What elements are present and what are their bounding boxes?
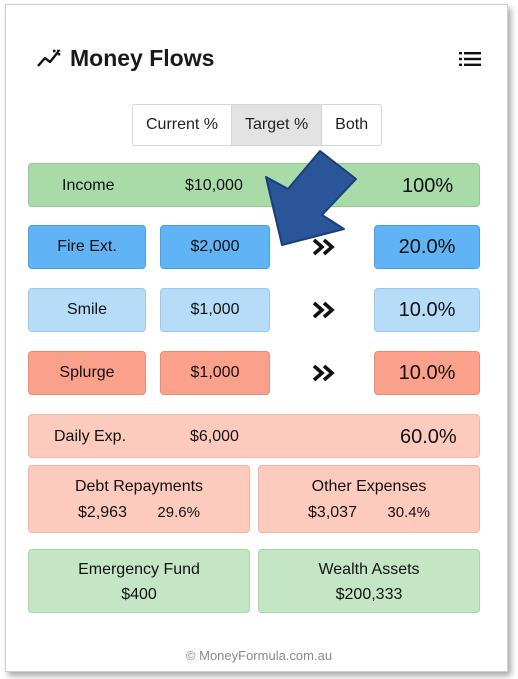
- daily-exp-label: Daily Exp.: [54, 428, 127, 445]
- debt-repayments-values: $2,963 29.6%: [29, 504, 249, 522]
- list-menu-icon[interactable]: [459, 52, 481, 66]
- trend-line-icon: [37, 49, 61, 67]
- debt-repayments-percent: 29.6%: [157, 504, 200, 521]
- smile-amount-box[interactable]: $1,000: [160, 288, 270, 332]
- daily-exp-amount: $6,000: [190, 428, 239, 445]
- double-chevron-right-icon: [312, 238, 335, 256]
- fire-ext-label-box[interactable]: Fire Ext.: [28, 225, 146, 269]
- splurge-percent-box[interactable]: 10.0%: [374, 351, 480, 395]
- splurge-percent: 10.0%: [398, 361, 456, 384]
- daily-exp-row[interactable]: Daily Exp. $6,000 60.0%: [28, 414, 480, 458]
- view-toggle: Current % Target % Both: [132, 104, 383, 146]
- other-expenses-box[interactable]: Other Expenses $3,037 30.4%: [258, 465, 480, 533]
- splurge-amount: $1,000: [190, 364, 240, 381]
- double-chevron-right-icon: [312, 364, 335, 382]
- emergency-fund-box[interactable]: Emergency Fund $400: [28, 549, 250, 613]
- income-row[interactable]: Income $10,000 100%: [28, 163, 480, 207]
- page-title: Money Flows: [70, 44, 215, 71]
- splurge-amount-box[interactable]: $1,000: [160, 351, 270, 395]
- wealth-assets-box[interactable]: Wealth Assets $200,333: [258, 549, 480, 613]
- smile-amount: $1,000: [190, 301, 240, 318]
- annotation-arrow-icon: [265, 150, 357, 246]
- emergency-fund-label: Emergency Fund: [78, 561, 200, 578]
- smile-label-box[interactable]: Smile: [28, 288, 146, 332]
- footer-copyright: © MoneyFormula.com.au: [185, 648, 333, 663]
- fire-ext-percent: 20.0%: [398, 235, 456, 258]
- income-amount: $10,000: [185, 177, 243, 194]
- splurge-label: Splurge: [59, 364, 115, 381]
- other-expenses-label: Other Expenses: [311, 478, 427, 495]
- fire-ext-amount: $2,000: [190, 238, 240, 255]
- fire-ext-percent-box[interactable]: 20.0%: [374, 225, 480, 269]
- daily-exp-percent: 60.0%: [400, 426, 457, 448]
- toggle-target[interactable]: Target %: [231, 105, 322, 145]
- smile-percent-box[interactable]: 10.0%: [374, 288, 480, 332]
- splurge-label-box[interactable]: Splurge: [28, 351, 146, 395]
- income-label: Income: [62, 177, 115, 194]
- other-expenses-amount: $3,037: [308, 504, 357, 521]
- fire-ext-label: Fire Ext.: [57, 238, 117, 255]
- income-percent: 100%: [402, 175, 454, 197]
- fire-ext-amount-box[interactable]: $2,000: [160, 225, 270, 269]
- debt-repayments-amount: $2,963: [78, 504, 127, 521]
- other-expenses-percent: 30.4%: [387, 504, 430, 521]
- toggle-both[interactable]: Both: [321, 105, 381, 145]
- header: Money Flows: [36, 43, 481, 73]
- debt-repayments-label: Debt Repayments: [74, 478, 204, 495]
- toggle-current[interactable]: Current %: [146, 116, 219, 133]
- emergency-fund-amount: $400: [121, 586, 157, 603]
- smile-percent: 10.0%: [398, 298, 456, 321]
- wealth-assets-amount: $200,333: [335, 586, 403, 603]
- other-expenses-values: $3,037 30.4%: [259, 504, 479, 522]
- debt-repayments-box[interactable]: Debt Repayments $2,963 29.6%: [28, 465, 250, 533]
- wealth-assets-label: Wealth Assets: [318, 561, 420, 578]
- smile-label: Smile: [66, 301, 107, 318]
- double-chevron-right-icon: [312, 301, 335, 319]
